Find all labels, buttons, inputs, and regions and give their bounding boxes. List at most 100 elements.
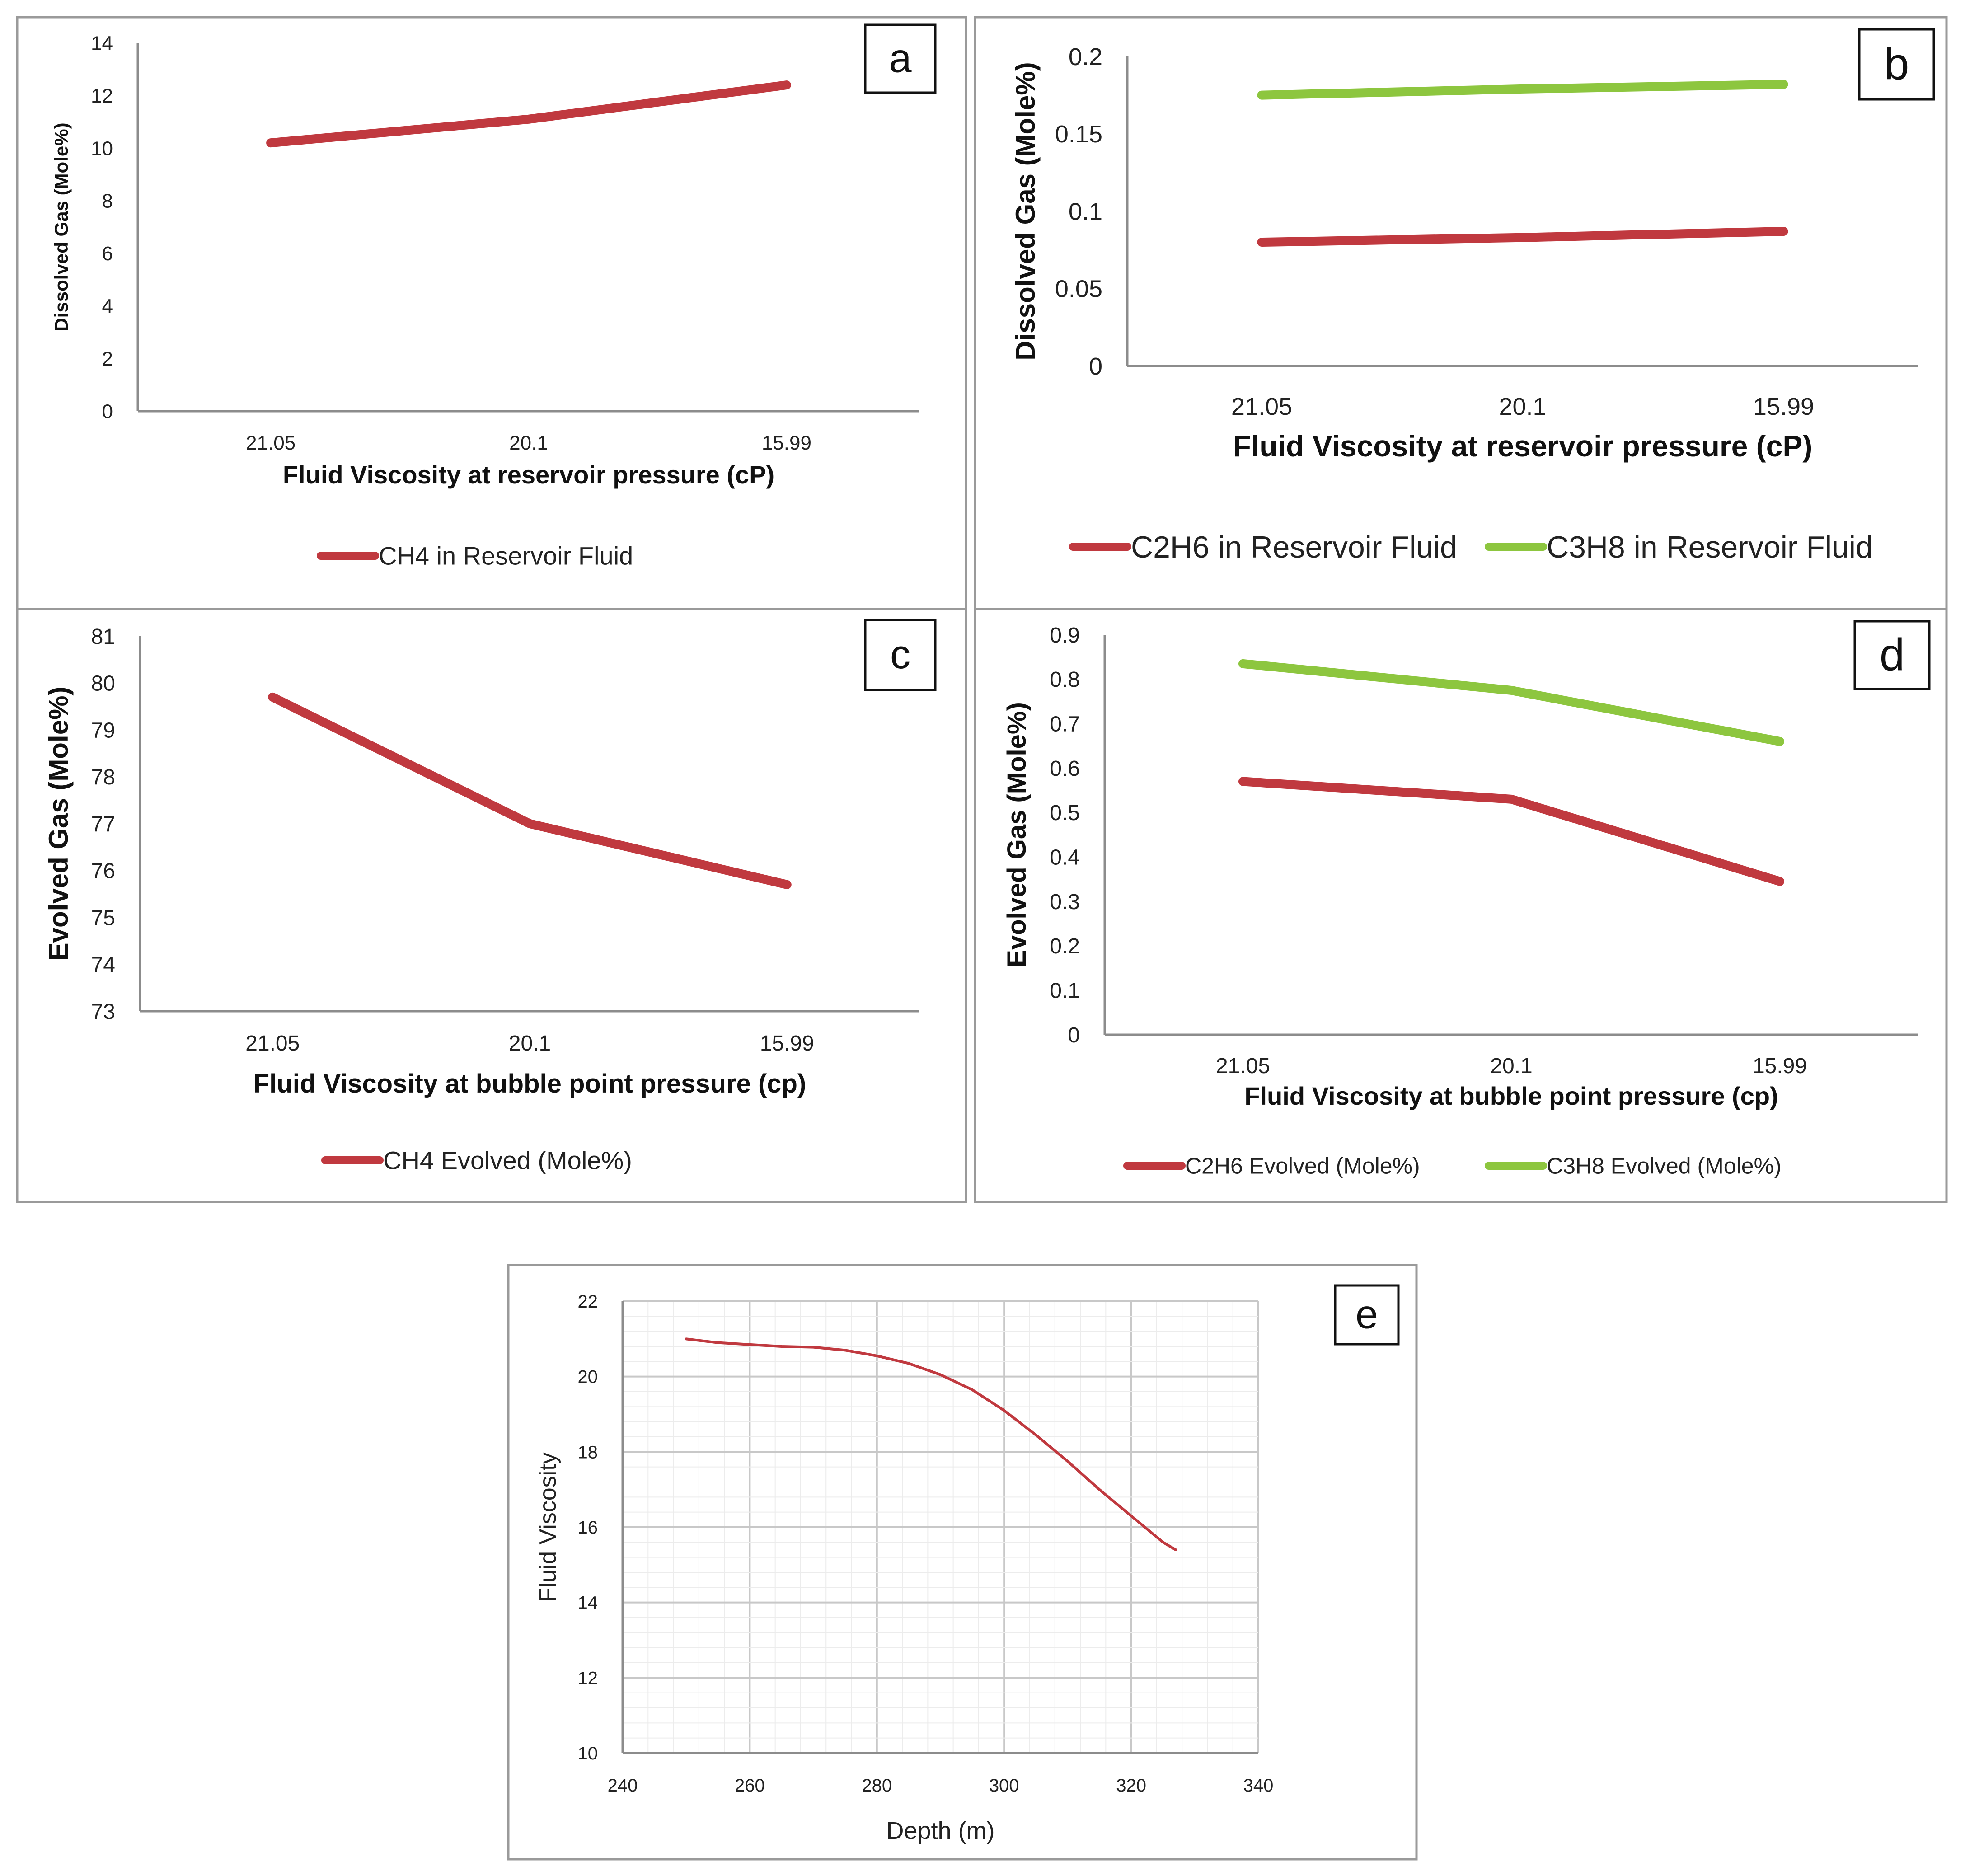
x-tick-label: 280 (862, 1776, 892, 1796)
panel-frame (16, 16, 967, 615)
x-tick-label: 320 (1116, 1776, 1146, 1796)
y-tick-label: 4 (102, 295, 113, 318)
y-tick-label: 0 (1068, 1023, 1080, 1047)
y-tick-label: 10 (578, 1744, 598, 1763)
x-tick-label: 21.05 (1216, 1054, 1270, 1078)
y-tick-label: 77 (91, 812, 115, 836)
y-axis-title: Evolved Gas (Mole%) (1002, 702, 1032, 967)
x-axis-title: Fluid Viscosity at reservoir pressure (c… (283, 460, 774, 489)
panel-frame (507, 1264, 1418, 1861)
x-tick-label: 240 (608, 1776, 638, 1796)
panel-frame (974, 16, 1948, 615)
legend-label: C2H6 Evolved (Mole%) (1185, 1154, 1420, 1179)
y-tick-label: 0.9 (1050, 624, 1080, 647)
x-tick-label: 15.99 (762, 432, 811, 454)
y-tick-label: 78 (91, 765, 115, 789)
series-line-ch4 (266, 80, 791, 148)
y-tick-label: 76 (91, 859, 115, 883)
y-tick-label: 0 (1089, 353, 1102, 380)
y-tick-label: 0.7 (1050, 712, 1080, 736)
y-tick-label: 0.2 (1050, 934, 1080, 958)
y-axis-title: Fluid Viscosity (535, 1452, 561, 1602)
panel-label: d (1880, 629, 1905, 680)
legend-label: C3H8 Evolved (Mole%) (1547, 1154, 1782, 1179)
panel-frame (974, 608, 1948, 1203)
x-axis-title: Depth (m) (886, 1817, 994, 1844)
panel-frame (16, 608, 967, 1203)
y-tick-label: 22 (578, 1292, 598, 1312)
legend-label: CH4 Evolved (Mole%) (383, 1146, 632, 1175)
y-tick-label: 0.1 (1069, 198, 1102, 225)
chart-panel-a: 0 2 4 6 8 10 12 14 21.05 20.1 15.99 Fluid Viscosity… (16, 16, 967, 615)
x-tick-label: 20.1 (1499, 393, 1546, 420)
y-tick-label: 74 (91, 953, 115, 977)
series-line-c3h8 (1257, 80, 1788, 100)
series-line-fluid (685, 1337, 1177, 1551)
y-tick-label: 0.2 (1069, 43, 1102, 70)
x-tick-label: 260 (735, 1776, 765, 1796)
panel-label-box (864, 23, 937, 94)
series-line-ch4 (268, 692, 792, 889)
panel-label: a (889, 36, 912, 81)
panel-label-box (1858, 28, 1935, 101)
y-tick-label: 80 (91, 672, 115, 696)
x-tick-label: 15.99 (760, 1032, 814, 1055)
x-axis-title: Fluid Viscosity at bubble point pressure… (253, 1069, 807, 1098)
panel-label-box (864, 619, 937, 691)
x-tick-label: 15.99 (1753, 393, 1814, 420)
y-tick-label: 0.15 (1055, 121, 1102, 148)
x-axis-title: Fluid Viscosity at reservoir pressure (c… (1233, 429, 1813, 463)
y-tick-label: 0.5 (1050, 801, 1080, 825)
panel-label-box (1334, 1284, 1400, 1346)
y-tick-label: 73 (91, 1000, 115, 1024)
y-tick-label: 0.8 (1050, 668, 1080, 692)
y-tick-label: 81 (91, 625, 115, 649)
chart-panel-b: 0 0.05 0.1 0.15 0.2 21.05 20.1 15.99 Fluid Visco… (974, 16, 1948, 615)
y-tick-label: 12 (578, 1668, 598, 1688)
y-tick-label: 0.6 (1050, 757, 1080, 781)
legend-label: C3H8 in Reservoir Fluid (1547, 530, 1873, 564)
series-line-c2h6 (1257, 227, 1788, 247)
x-tick-label: 300 (989, 1776, 1019, 1796)
series-line-c2h6 (1238, 777, 1784, 886)
chart-panel-d: 0 0.1 0.2 0.3 0.4 0.5 0.6 0.7 0.8 0.9 21.05 20.1 15.… (974, 608, 1948, 1203)
y-axis-title: Dissolved Gas (Mole%) (1010, 62, 1041, 360)
chart-panel-c: 73 74 75 76 77 78 79 80 81 21.05 20.1 15.99 Fluid Vi… (16, 608, 967, 1203)
y-axis-title: Evolved Gas (Mole%) (43, 687, 74, 961)
x-tick-label: 340 (1243, 1776, 1274, 1796)
y-tick-label: 20 (578, 1367, 598, 1387)
y-tick-label: 0.3 (1050, 890, 1080, 914)
y-tick-label: 0.4 (1050, 845, 1080, 869)
x-tick-label: 21.05 (1231, 393, 1292, 420)
y-tick-label: 18 (578, 1442, 598, 1462)
y-tick-label: 16 (578, 1518, 598, 1538)
panel-label: e (1355, 1292, 1378, 1337)
panel-label-box (1853, 620, 1931, 690)
panel-label: b (1884, 39, 1909, 89)
y-tick-label: 2 (102, 348, 113, 370)
x-tick-label: 21.05 (245, 1032, 300, 1055)
legend-label: CH4 in Reservoir Fluid (379, 542, 633, 570)
x-tick-label: 20.1 (509, 1032, 551, 1055)
chart-panel-e: 10 12 14 16 18 20 22 240 260 280 300 320 340 Depth (m… (507, 1264, 1418, 1861)
y-tick-label: 14 (91, 32, 113, 54)
y-tick-label: 8 (102, 190, 113, 212)
x-tick-label: 15.99 (1753, 1054, 1807, 1078)
y-tick-label: 79 (91, 718, 115, 742)
y-tick-label: 6 (102, 243, 113, 265)
y-tick-label: 0.05 (1055, 276, 1102, 303)
legend-label: C2H6 in Reservoir Fluid (1131, 530, 1457, 564)
x-tick-label: 21.05 (246, 432, 295, 454)
y-tick-label: 75 (91, 906, 115, 930)
panel-label: c (890, 632, 910, 677)
y-axis-title: Dissolved Gas (Mole%) (51, 122, 72, 331)
x-tick-label: 20.1 (509, 432, 548, 454)
y-tick-label: 12 (91, 85, 113, 107)
y-tick-label: 0 (102, 400, 113, 422)
x-tick-label: 20.1 (1490, 1054, 1532, 1078)
y-tick-label: 14 (578, 1593, 598, 1613)
y-tick-label: 10 (91, 137, 113, 159)
series-line-c3h8 (1238, 659, 1784, 746)
x-axis-title: Fluid Viscosity at bubble point pressure… (1244, 1082, 1778, 1110)
